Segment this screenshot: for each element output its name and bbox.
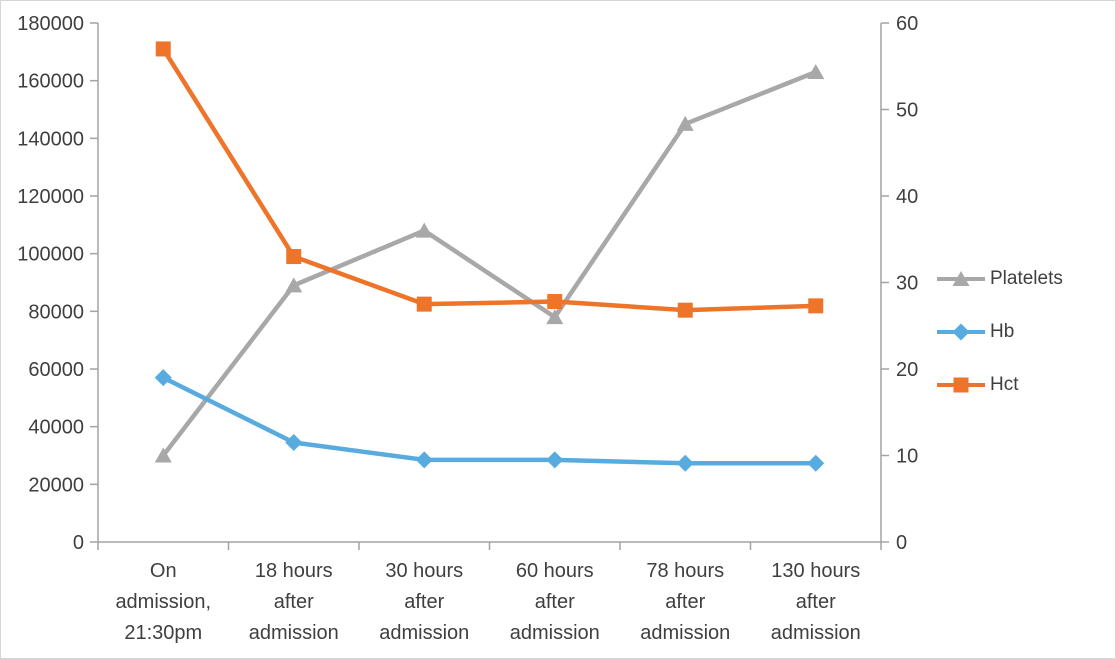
diamond-marker-icon xyxy=(937,323,985,341)
right-axis-tick-label: 40 xyxy=(896,186,918,208)
legend-item-platelets: Platelets xyxy=(937,268,1063,289)
left-axis-tick-label: 40000 xyxy=(28,417,84,439)
left-axis-tick-label: 100000 xyxy=(17,244,84,266)
right-axis-tick-label: 10 xyxy=(896,446,918,468)
x-axis-category-label: 18 hours after admission xyxy=(249,560,339,644)
series-line-hb xyxy=(161,375,818,466)
series-line-hct xyxy=(161,46,818,313)
legend-item-hct: Hct xyxy=(937,374,1063,395)
right-axis-tick-label: 50 xyxy=(896,100,918,122)
x-axis-category-label: 60 hours after admission xyxy=(510,560,600,644)
right-axis-tick-label: 60 xyxy=(896,13,918,35)
legend-item-hb: Hb xyxy=(937,321,1063,342)
left-axis-tick-label: 140000 xyxy=(17,128,84,150)
left-axis-tick-label: 80000 xyxy=(28,301,84,323)
series-line-platelets xyxy=(161,69,818,458)
legend-label: Hb xyxy=(990,321,1015,342)
legend-label: Platelets xyxy=(990,268,1063,289)
x-axis-category-label: 30 hours after admission xyxy=(379,560,469,644)
left-axis-tick-label: 160000 xyxy=(17,71,84,93)
legend: Platelets Hb Hct xyxy=(937,268,1063,428)
x-axis-category-label: 130 hours after admission xyxy=(771,560,861,644)
right-axis-tick-label: 20 xyxy=(896,359,918,381)
left-axis-tick-label: 20000 xyxy=(28,474,84,496)
x-axis-category-label: 78 hours after admission xyxy=(640,560,730,644)
right-axis-tick-label: 30 xyxy=(896,273,918,295)
left-axis-tick-label: 120000 xyxy=(17,186,84,208)
triangle-marker-icon xyxy=(937,271,985,286)
square-marker-icon xyxy=(937,377,985,393)
legend-label: Hct xyxy=(990,374,1019,395)
left-axis-tick-label: 180000 xyxy=(17,13,84,35)
left-axis-tick-label: 0 xyxy=(73,532,84,554)
left-axis-tick-label: 60000 xyxy=(28,359,84,381)
right-axis-tick-label: 0 xyxy=(896,532,907,554)
x-axis-category-label: On admission, 21:30pm xyxy=(115,560,211,644)
